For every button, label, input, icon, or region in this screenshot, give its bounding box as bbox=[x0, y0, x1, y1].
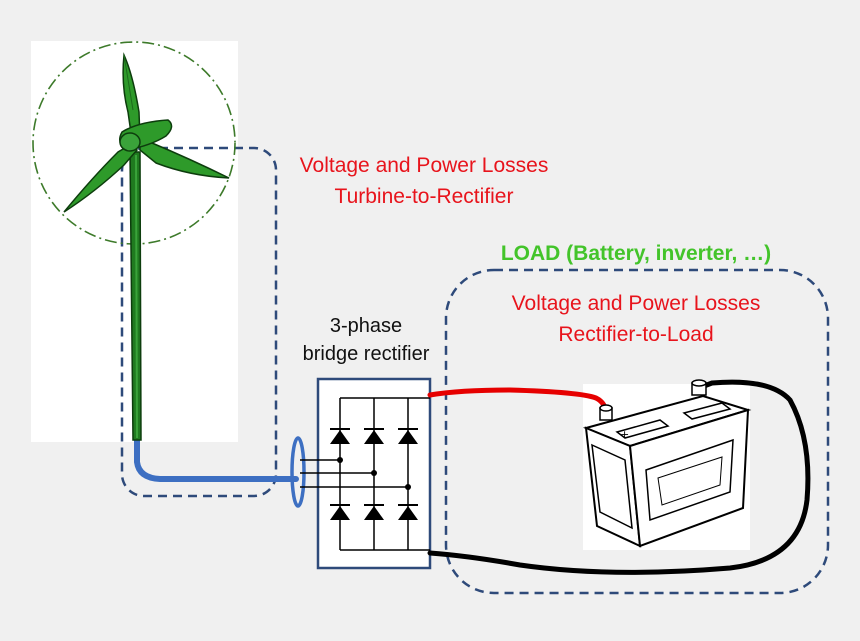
cable-clamp bbox=[290, 436, 306, 508]
rectifier-label-line1: 3-phase bbox=[329, 315, 403, 337]
rectifier-label-line2: bridge rectifier bbox=[302, 343, 430, 365]
turbine-losses-label-line1: Voltage and Power Losses bbox=[299, 154, 549, 177]
load-title: LOAD (Battery, inverter, …) bbox=[500, 242, 772, 265]
turbine-losses-label-line2: Turbine-to-Rectifier bbox=[334, 185, 514, 208]
load-losses-label-line2: Rectifier-to-Load bbox=[558, 323, 714, 346]
svg-text:+: + bbox=[620, 428, 629, 441]
ac-cable bbox=[134, 437, 299, 482]
positive-wire bbox=[427, 387, 609, 417]
wind-turbine-icon bbox=[63, 52, 230, 441]
negative-wire bbox=[427, 379, 811, 575]
car-battery-icon: + bbox=[582, 379, 752, 548]
load-losses-label-line1: Voltage and Power Losses bbox=[511, 292, 761, 315]
three-phase-rectifier-icon bbox=[300, 377, 432, 570]
load-box bbox=[444, 268, 830, 595]
